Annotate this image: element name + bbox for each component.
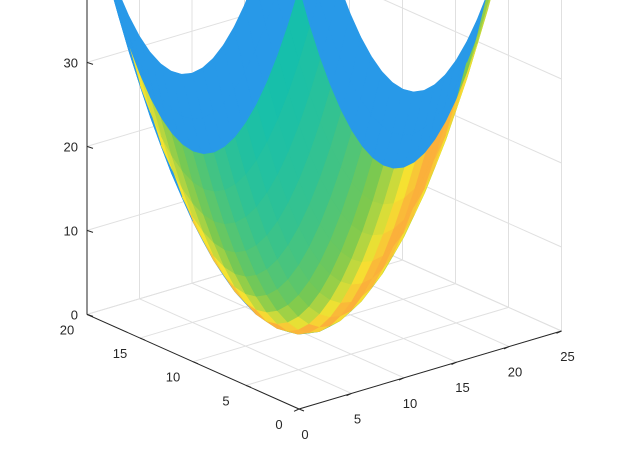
surface-layer (113, 0, 491, 335)
surface-patch (319, 0, 337, 30)
surface-patch (487, 0, 490, 5)
x-tick-mark (503, 346, 510, 350)
surface-patch (113, 0, 119, 17)
surface-patch (259, 0, 275, 25)
tick-labels-layer: 05101520250510152001020304050 (60, 55, 575, 442)
surface-patch (328, 0, 351, 58)
x-tick-label: 25 (560, 349, 574, 364)
x-tick-label: 15 (455, 380, 469, 395)
surface-patch (115, 0, 119, 9)
x-tick-label: 20 (508, 365, 522, 380)
y-tick-label: 0 (275, 417, 282, 432)
x-tick-mark (398, 377, 405, 381)
side-wall-grid-line (383, 0, 562, 80)
y-tick-label: 15 (113, 346, 127, 361)
y-tick-mark (245, 384, 252, 388)
surface-patch (288, 0, 310, 63)
z-tick-label: 30 (64, 55, 78, 70)
floor-grid-line (245, 306, 509, 386)
z-tick-mark (86, 145, 94, 149)
x-tick-label: 10 (403, 396, 417, 411)
y-tick-label: 20 (60, 322, 74, 337)
surface-patch (477, 0, 490, 36)
z-tick-label: 0 (71, 307, 78, 322)
x-axis-line (298, 330, 562, 410)
y-tick-label: 5 (222, 393, 229, 408)
z-tick-mark (86, 229, 94, 233)
x-tick-mark (293, 408, 300, 412)
x-tick-mark (556, 330, 562, 334)
axes-layer (86, 0, 562, 412)
surface-patch (244, 0, 266, 51)
y-tick-mark (298, 408, 305, 412)
z-tick-mark (86, 313, 94, 317)
y-tick-label: 10 (166, 370, 180, 385)
x-tick-mark (451, 361, 457, 365)
z-tick-label: 10 (64, 223, 78, 238)
z-tick-label: 20 (64, 139, 78, 154)
y-tick-mark (139, 337, 146, 341)
z-tick-mark (86, 61, 94, 65)
x-tick-label: 5 (354, 411, 361, 426)
y-tick-mark (192, 361, 199, 365)
x-tick-label: 0 (301, 427, 308, 442)
x-tick-mark (346, 392, 352, 397)
surface-patch (116, 0, 130, 37)
